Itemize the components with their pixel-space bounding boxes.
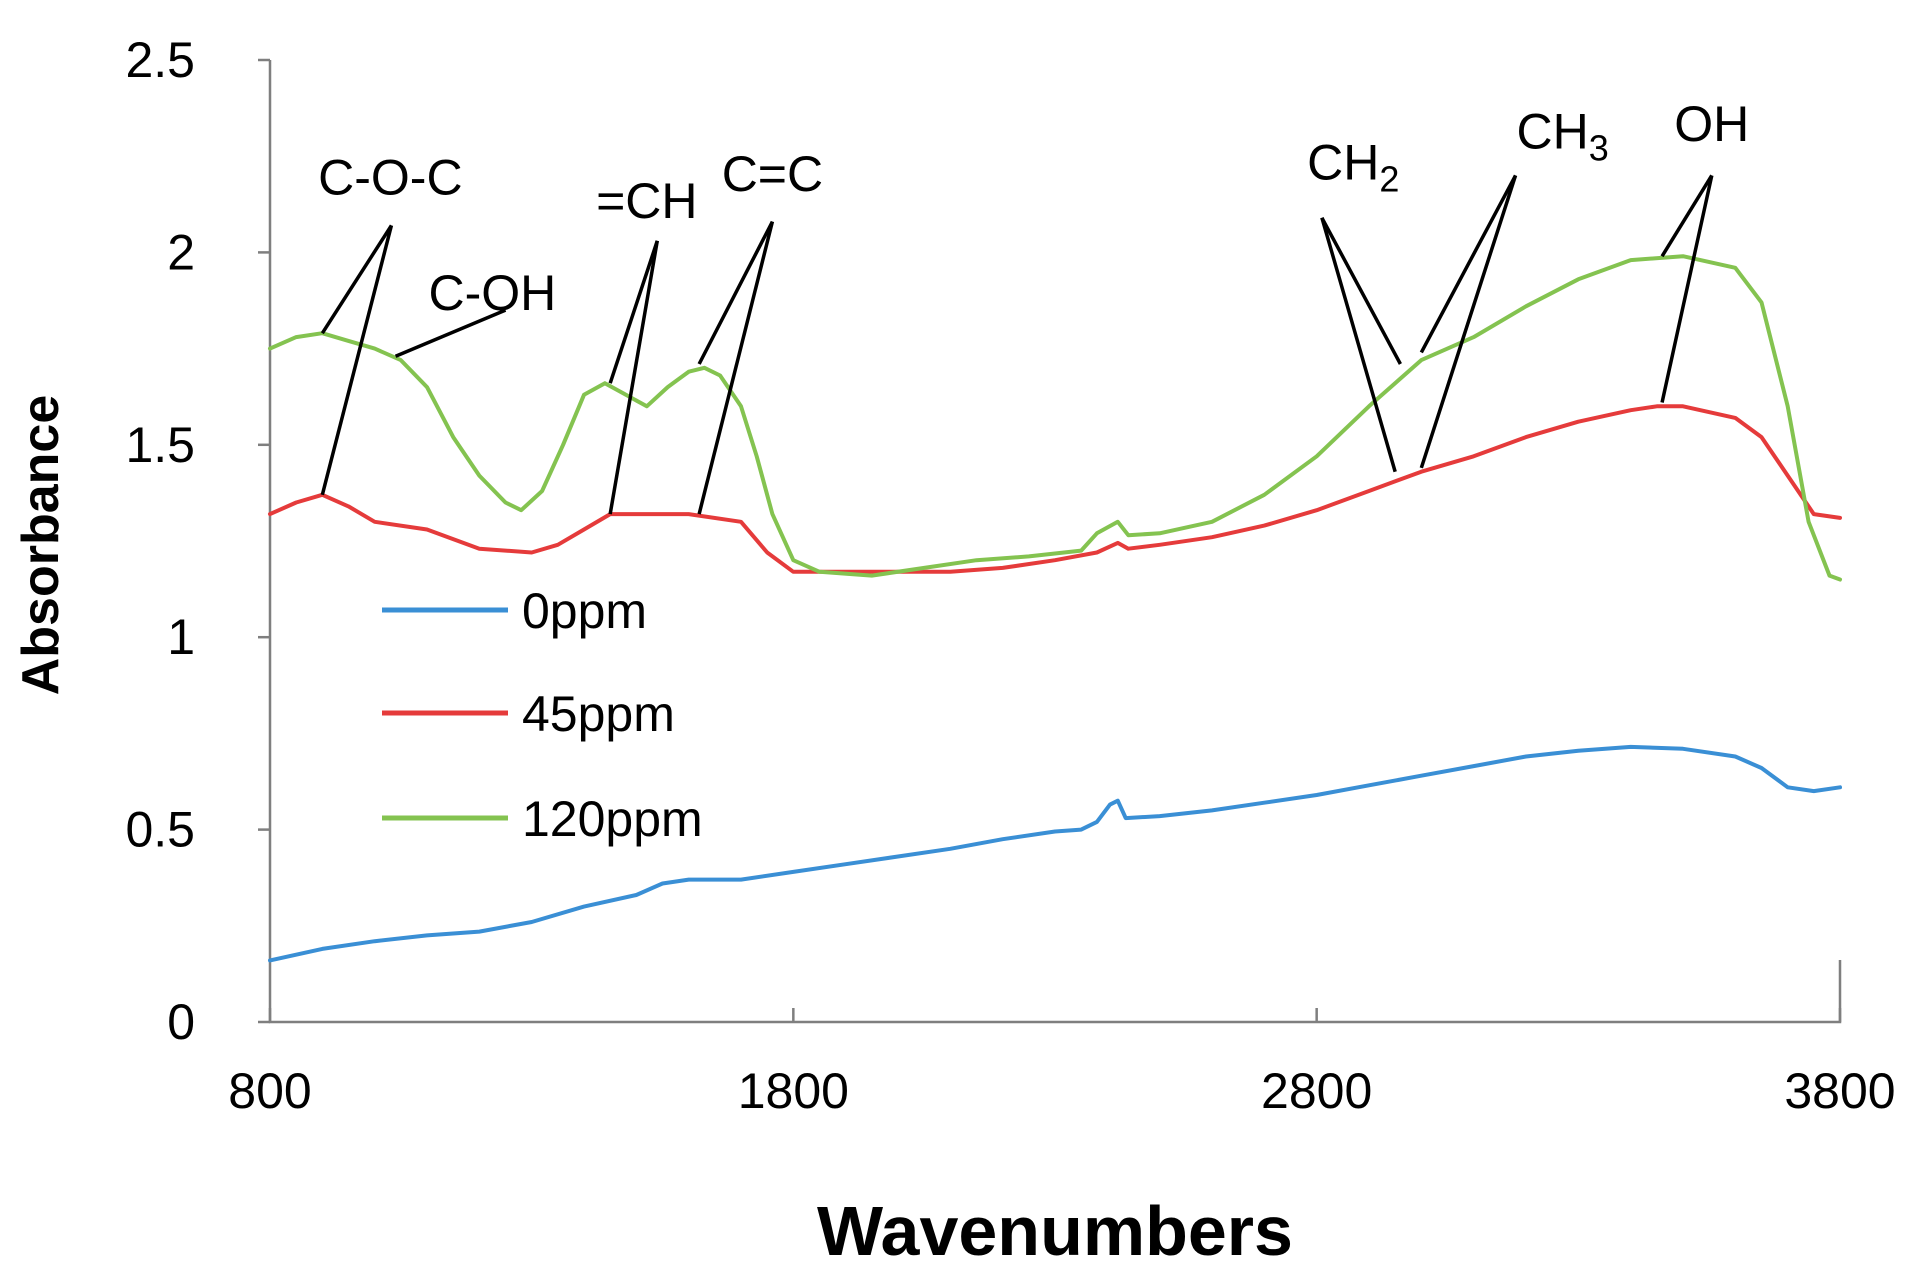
- x-axis-title: Wavenumbers: [817, 1192, 1293, 1270]
- x-tick-label: 800: [228, 1063, 311, 1119]
- annotation-leader-line: [320, 224, 393, 335]
- annotation-=ch: =CH: [596, 173, 698, 515]
- annotation-leader-line: [1419, 174, 1518, 354]
- annotation-oh: OH: [1660, 96, 1749, 403]
- annotation-label: C-O-C: [318, 150, 462, 206]
- annotation-label: CH3: [1517, 104, 1609, 169]
- y-tick-label: 1.5: [125, 417, 195, 473]
- annotation-leader-line: [1419, 174, 1518, 469]
- annotation-leader-line: [394, 308, 507, 358]
- annotation-leader-line: [1660, 174, 1714, 258]
- y-tick-label: 0.5: [125, 802, 195, 858]
- x-tick-label: 1800: [738, 1063, 849, 1119]
- annotation-leader-line: [608, 240, 659, 384]
- x-tick-label: 3800: [1784, 1063, 1895, 1119]
- annotation-ch3: CH3: [1419, 104, 1609, 469]
- annotation-leader-line: [1320, 217, 1397, 473]
- chart-axes: [268, 60, 1842, 1024]
- legend-label-0ppm: 0ppm: [522, 583, 647, 639]
- annotation-c-o-c: C-O-C: [318, 150, 463, 496]
- x-tick-label: 2800: [1261, 1063, 1372, 1119]
- y-tick-label: 2.5: [125, 32, 195, 88]
- annotation-leader-line: [1660, 175, 1714, 403]
- peak-annotations: C-O-C C-OH =CH C=C CH2 CH3 OH: [318, 96, 1749, 515]
- y-tick-label: 2: [167, 224, 195, 280]
- y-tick-label: 1: [167, 609, 195, 665]
- series-line-45ppm: [268, 404, 1842, 574]
- annotation-leader-line: [697, 221, 775, 515]
- annotation-label: =CH: [596, 173, 697, 229]
- series-layer: [268, 254, 1842, 963]
- legend: 0ppm 45ppm 120ppm: [382, 583, 703, 847]
- annotation-c-oh: C-OH: [394, 265, 557, 358]
- axis-frame: [268, 60, 1842, 1024]
- y-axis-title: Absorbance: [12, 395, 70, 696]
- x-axis-ticks: 800 1800 2800 3800: [228, 1008, 1896, 1119]
- series-line-120ppm: [268, 254, 1842, 582]
- annotation-leader-line: [697, 220, 774, 365]
- annotation-leader-line: [320, 225, 394, 496]
- y-tick-label: 0: [167, 994, 195, 1050]
- annotation-label: CH2: [1307, 134, 1399, 199]
- annotation-leader-line: [1320, 216, 1402, 365]
- annotation-label: C-OH: [429, 265, 557, 321]
- annotation-label: OH: [1674, 96, 1749, 152]
- annotation-leader-line: [608, 240, 659, 515]
- annotation-ch2: CH2: [1307, 134, 1402, 473]
- legend-label-45ppm: 45ppm: [522, 686, 675, 742]
- annotation-label: C=C: [722, 146, 823, 202]
- legend-label-120ppm: 120ppm: [522, 791, 703, 847]
- annotation-c=c: C=C: [697, 146, 823, 515]
- series-line-0ppm: [268, 744, 1842, 963]
- y-axis-ticks: 0 0.5 1 1.5 2 2.5: [125, 32, 270, 1050]
